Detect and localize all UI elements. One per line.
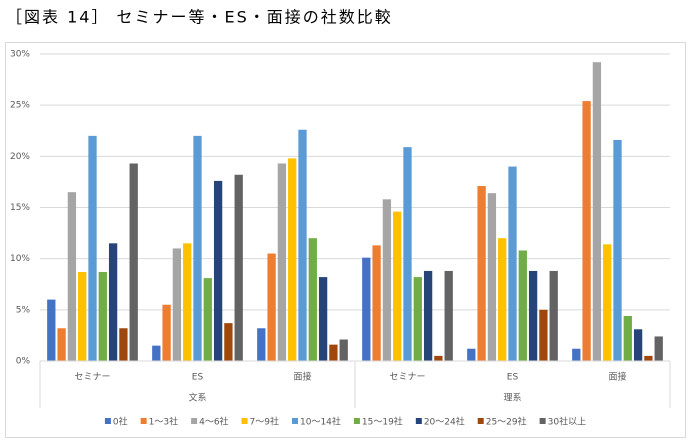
bar	[203, 278, 212, 361]
y-tick-label: 15%	[10, 203, 30, 213]
bar	[413, 277, 422, 361]
legend-swatch	[477, 418, 484, 424]
bar	[162, 304, 171, 361]
bar	[603, 244, 612, 361]
bar	[582, 101, 591, 361]
legend-swatch	[353, 418, 360, 424]
bar	[318, 277, 328, 361]
bar	[549, 270, 558, 361]
bar	[372, 245, 381, 361]
bar	[213, 180, 223, 361]
y-tick-label: 25%	[10, 101, 30, 111]
bar	[108, 243, 118, 361]
bar	[119, 328, 128, 361]
y-tick-label: 30%	[10, 50, 30, 60]
bar	[467, 348, 476, 361]
x-tick-label: セミナー	[389, 372, 425, 383]
legend-label: 25〜29社	[486, 416, 527, 428]
legend-label: 0社	[113, 416, 128, 428]
bar	[477, 186, 486, 361]
x-tick-label: 面接	[608, 371, 626, 383]
legend-swatch	[241, 418, 248, 424]
bar	[444, 270, 453, 361]
bar	[518, 250, 527, 361]
bar	[234, 174, 243, 361]
bar	[339, 339, 348, 361]
bar	[172, 248, 182, 361]
bar	[362, 257, 371, 361]
bar	[267, 253, 276, 361]
bar	[528, 270, 538, 361]
bar	[382, 199, 392, 361]
group-label: 文系	[188, 392, 206, 404]
legend-swatch	[539, 418, 546, 424]
bar	[572, 348, 581, 361]
bar	[623, 315, 632, 361]
bar	[47, 299, 56, 361]
legend-label: 7〜9社	[250, 416, 279, 428]
y-tick-label: 5%	[16, 305, 31, 315]
bar	[78, 271, 87, 361]
bar	[423, 270, 433, 361]
bar	[393, 211, 402, 361]
y-tick-label: 0%	[16, 357, 31, 367]
bar	[257, 328, 266, 361]
bar	[434, 355, 443, 361]
legend-swatch	[140, 418, 147, 424]
bar	[88, 135, 97, 361]
legend-swatch	[104, 418, 111, 424]
bar	[57, 328, 66, 361]
bar	[644, 355, 653, 361]
legend-swatch	[191, 418, 198, 424]
bar	[288, 158, 297, 361]
y-tick-label: 10%	[10, 254, 30, 264]
legend-label: 10〜14社	[300, 416, 341, 428]
bar	[67, 192, 77, 361]
bar	[498, 238, 507, 361]
bar	[129, 163, 138, 361]
x-tick-label: 面接	[293, 371, 311, 383]
legend-swatch	[415, 418, 422, 424]
bar	[308, 238, 317, 361]
chart-frame	[5, 42, 686, 438]
bar	[539, 309, 548, 361]
bar	[152, 345, 161, 361]
bar	[403, 147, 412, 361]
legend-swatch	[292, 418, 299, 424]
bar	[193, 135, 202, 361]
legend-label: 15〜19社	[362, 416, 403, 428]
bar	[329, 344, 338, 361]
bar	[298, 129, 307, 361]
bar	[613, 139, 622, 361]
bar	[592, 62, 602, 361]
x-tick-label: ES	[507, 373, 519, 383]
x-tick-label: ES	[192, 373, 204, 383]
bar	[277, 163, 287, 361]
bar	[183, 243, 192, 361]
bar	[487, 193, 497, 361]
bar	[654, 336, 663, 361]
bar	[508, 166, 517, 361]
legend-label: 20〜24社	[424, 416, 465, 428]
legend-label: 30社以上	[548, 416, 586, 428]
x-tick-label: セミナー	[74, 372, 110, 383]
legend-label: 1〜3社	[149, 416, 178, 428]
bar	[98, 271, 107, 361]
legend-label: 4〜6社	[199, 416, 228, 428]
bar	[633, 329, 643, 361]
y-tick-label: 20%	[10, 152, 30, 162]
chart-title: ［図表 14］ セミナー等・ES・面接の社数比較	[6, 8, 393, 27]
bar	[224, 323, 233, 361]
group-label: 理系	[503, 393, 521, 404]
